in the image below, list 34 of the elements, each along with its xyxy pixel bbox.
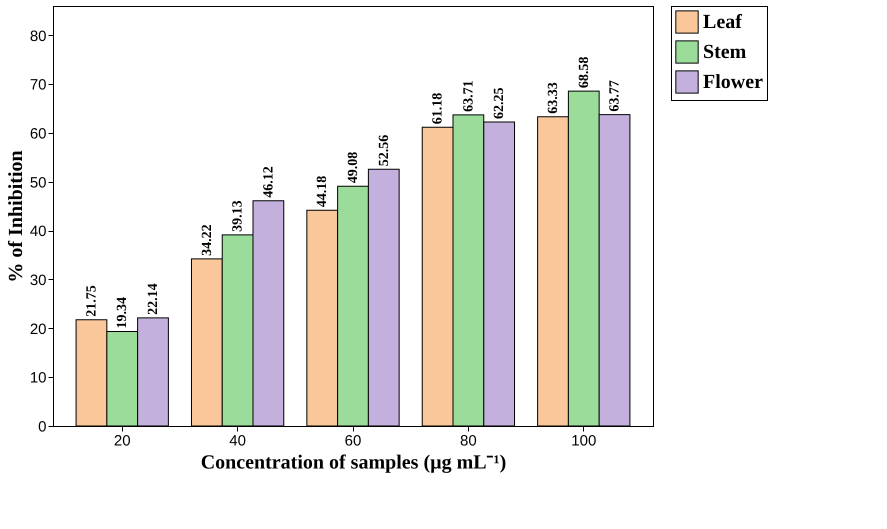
data-label: 46.12 bbox=[261, 166, 276, 198]
data-label: 19.34 bbox=[115, 297, 130, 329]
x-tick-label: 100 bbox=[571, 432, 596, 450]
y-tick-label: 10 bbox=[30, 370, 46, 387]
y-tick-label: 20 bbox=[30, 320, 46, 338]
y-tick-label: 60 bbox=[30, 125, 46, 142]
x-axis-title: Concentration of samples (µg mL⁻¹) bbox=[200, 452, 506, 474]
data-label: 34.22 bbox=[200, 224, 215, 256]
legend-label: Stem bbox=[703, 41, 747, 63]
y-tick-label: 40 bbox=[30, 223, 46, 240]
data-label: 68.58 bbox=[576, 56, 592, 88]
data-label: 63.71 bbox=[461, 80, 476, 112]
data-label: 49.08 bbox=[346, 152, 361, 184]
data-label: 52.56 bbox=[376, 134, 392, 166]
data-label: 62.25 bbox=[492, 87, 508, 119]
y-tick-label: 30 bbox=[30, 272, 46, 289]
y-tick-label: 80 bbox=[30, 28, 46, 45]
legend-label: Flower bbox=[703, 71, 764, 93]
data-label: 21.75 bbox=[84, 285, 100, 317]
data-label: 63.77 bbox=[608, 80, 623, 112]
data-label: 22.14 bbox=[146, 283, 161, 315]
y-tick-label: 0 bbox=[38, 418, 46, 436]
data-label: 44.18 bbox=[315, 176, 330, 208]
data-label: 39.13 bbox=[230, 200, 246, 232]
x-tick-label: 60 bbox=[344, 432, 362, 450]
x-tick-label: 20 bbox=[114, 432, 131, 450]
data-label: 63.33 bbox=[546, 82, 561, 114]
legend-label: Leaf bbox=[703, 11, 742, 33]
y-axis-title: % of Inhibition bbox=[4, 150, 27, 283]
x-tick-label: 80 bbox=[460, 432, 477, 450]
y-tick-label: 50 bbox=[30, 174, 46, 192]
y-tick-label: 70 bbox=[30, 76, 46, 94]
data-label: 61.18 bbox=[430, 92, 446, 124]
x-tick-label: 40 bbox=[229, 432, 246, 450]
